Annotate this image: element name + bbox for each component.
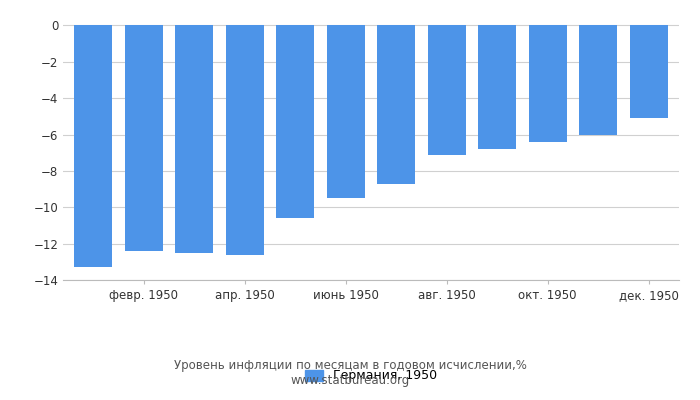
Bar bbox=[630, 26, 668, 118]
Legend: Германия, 1950: Германия, 1950 bbox=[304, 370, 438, 382]
Bar bbox=[226, 26, 264, 254]
Text: www.statbureau.org: www.statbureau.org bbox=[290, 374, 410, 387]
Bar bbox=[276, 26, 314, 218]
Bar bbox=[580, 26, 617, 134]
Text: Уровень инфляции по месяцам в годовом исчислении,%: Уровень инфляции по месяцам в годовом ис… bbox=[174, 360, 526, 372]
Bar bbox=[327, 26, 365, 198]
Bar bbox=[377, 26, 415, 184]
Bar bbox=[74, 26, 112, 267]
Bar bbox=[125, 26, 162, 251]
Bar bbox=[478, 26, 516, 149]
Bar bbox=[175, 26, 214, 253]
Bar bbox=[528, 26, 567, 142]
Bar bbox=[428, 26, 466, 154]
